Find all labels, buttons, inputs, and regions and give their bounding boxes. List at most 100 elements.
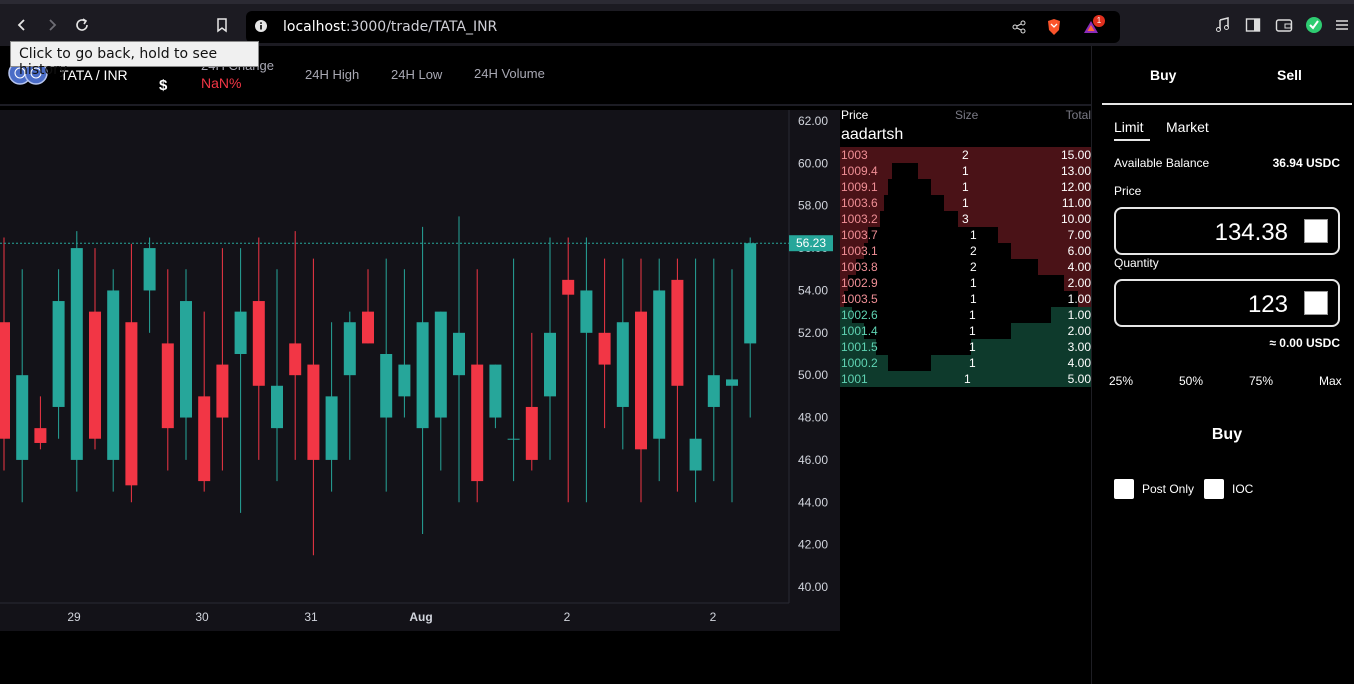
- asset-image-icon: [1304, 291, 1328, 315]
- depth-fill: [1011, 323, 1091, 339]
- pct-max-button[interactable]: Max: [1319, 374, 1342, 388]
- ask-row[interactable]: 1003.8 2 4.00: [840, 259, 1091, 275]
- depth-base: [840, 275, 848, 291]
- forward-arrow-icon: [49, 19, 57, 31]
- ask-row[interactable]: 1003.7 1 7.00: [840, 227, 1091, 243]
- approx-value: ≈ 0.00 USDC: [1269, 336, 1340, 350]
- ask-row[interactable]: 1003.5 1 1.00: [840, 291, 1091, 307]
- reload-button[interactable]: [70, 13, 94, 37]
- bid-row[interactable]: 1000.2 1 4.00: [840, 355, 1091, 371]
- ob-total: 12.00: [1060, 180, 1091, 194]
- ob-price: 1002.9: [841, 276, 878, 290]
- bookmark-button[interactable]: [210, 13, 234, 37]
- low-label: 24H Low: [391, 67, 443, 82]
- buy-tab-underline: [1102, 103, 1352, 105]
- sell-tab[interactable]: Sell: [1277, 67, 1302, 83]
- ob-total: 10.00: [1060, 212, 1091, 226]
- depth-base: [840, 323, 864, 339]
- candle-body: [143, 248, 156, 291]
- brave-rewards-icon[interactable]: [1082, 19, 1100, 35]
- depth-base: [840, 147, 900, 163]
- price-input[interactable]: 134.38: [1114, 207, 1340, 255]
- candle-body: [325, 396, 338, 460]
- candle-body: [125, 322, 138, 486]
- candle-body: [598, 332, 611, 365]
- ob-size: 1: [970, 276, 977, 290]
- pair-name[interactable]: TATA / INR: [60, 67, 128, 83]
- depth-fill: [971, 339, 1091, 355]
- candle-body: [562, 279, 575, 295]
- candle-body: [34, 428, 47, 443]
- last-price-label: 56.23: [796, 236, 826, 250]
- y-tick-label: 44.00: [798, 495, 828, 509]
- ask-row[interactable]: 1009.1 1 12.00: [840, 179, 1091, 195]
- ob-price: 1000.2: [841, 356, 878, 370]
- ioc-label: IOC: [1232, 482, 1254, 496]
- ob-price: 1003.6: [841, 196, 878, 210]
- candle-body: [89, 311, 101, 439]
- menu-icon[interactable]: [1335, 18, 1349, 32]
- market-tab[interactable]: Market: [1166, 119, 1209, 135]
- forward-button[interactable]: [40, 13, 64, 37]
- y-tick-label: 40.00: [798, 580, 828, 594]
- buy-tab[interactable]: Buy: [1150, 67, 1177, 83]
- candle-body: [544, 332, 556, 397]
- post-only-checkbox[interactable]: [1114, 479, 1134, 499]
- bid-row[interactable]: 1001.4 1 2.00: [840, 323, 1091, 339]
- site-info-icon[interactable]: [254, 19, 268, 33]
- depth-fill: [931, 179, 1091, 195]
- depth-fill: [998, 227, 1091, 243]
- ob-size: 1: [969, 340, 976, 354]
- limit-tab[interactable]: Limit: [1114, 119, 1144, 135]
- depth-fill: [918, 163, 1091, 179]
- current-price: $: [159, 77, 168, 94]
- pct-25-button[interactable]: 25%: [1109, 374, 1134, 388]
- ob-price: 1001.4: [841, 324, 878, 338]
- ob-size: 1: [969, 356, 976, 370]
- address-bar[interactable]: localhost:3000/trade/TATA_INR 1: [246, 11, 1120, 43]
- pct-75-button[interactable]: 75%: [1249, 374, 1274, 388]
- ob-price: 1009.4: [841, 164, 878, 178]
- depth-base: [840, 291, 844, 307]
- brave-shield-icon[interactable]: [1046, 18, 1062, 36]
- bid-row[interactable]: 1001.5 1 3.00: [840, 339, 1091, 355]
- submit-buy-button[interactable]: Buy: [1211, 426, 1243, 443]
- candle-body: [343, 322, 356, 376]
- bid-row[interactable]: 1001 1 5.00: [840, 371, 1091, 387]
- bid-row[interactable]: 1002.6 1 1.00: [840, 307, 1091, 323]
- ask-row[interactable]: 1003.1 2 6.00: [840, 243, 1091, 259]
- candle-body: [507, 438, 520, 440]
- wallet-icon[interactable]: [1275, 17, 1293, 33]
- ask-row[interactable]: 1009.4 1 13.00: [840, 163, 1091, 179]
- chart-canvas[interactable]: 62.0060.0058.0056.0054.0052.0050.0048.00…: [0, 110, 840, 631]
- ob-total: 6.00: [1067, 244, 1091, 258]
- ob-total: 1.00: [1067, 308, 1091, 322]
- ob-size: 1: [970, 228, 977, 242]
- depth-base: [840, 227, 868, 243]
- ask-row[interactable]: 1003.2 3 10.00: [840, 211, 1091, 227]
- media-icon[interactable]: [1215, 17, 1231, 33]
- ioc-checkbox[interactable]: [1204, 479, 1224, 499]
- candle-body: [180, 301, 192, 418]
- quantity-input[interactable]: 123: [1114, 279, 1340, 327]
- ask-row[interactable]: 1003.6 1 11.00: [840, 195, 1091, 211]
- candle-body: [616, 322, 629, 407]
- depth-base: [840, 195, 884, 211]
- sidebar-icon[interactable]: [1245, 17, 1261, 33]
- y-tick-label: 62.00: [798, 114, 828, 128]
- ask-row[interactable]: 1002.9 1 2.00: [840, 275, 1091, 291]
- pct-50-button[interactable]: 50%: [1179, 374, 1204, 388]
- depth-fill: [1078, 291, 1091, 307]
- back-button[interactable]: [10, 13, 34, 37]
- depth-base: [840, 339, 876, 355]
- depth-base: [840, 179, 888, 195]
- ob-size: 1: [962, 180, 969, 194]
- depth-base: [840, 211, 880, 227]
- share-icon[interactable]: [1012, 20, 1026, 34]
- candle-body: [70, 248, 83, 460]
- profile-icon[interactable]: [1305, 16, 1323, 34]
- candle-body: [416, 322, 429, 429]
- depth-base: [840, 259, 856, 275]
- ask-row[interactable]: 1003 2 15.00: [840, 147, 1091, 163]
- candlestick-chart[interactable]: 62.0060.0058.0056.0054.0052.0050.0048.00…: [0, 110, 840, 631]
